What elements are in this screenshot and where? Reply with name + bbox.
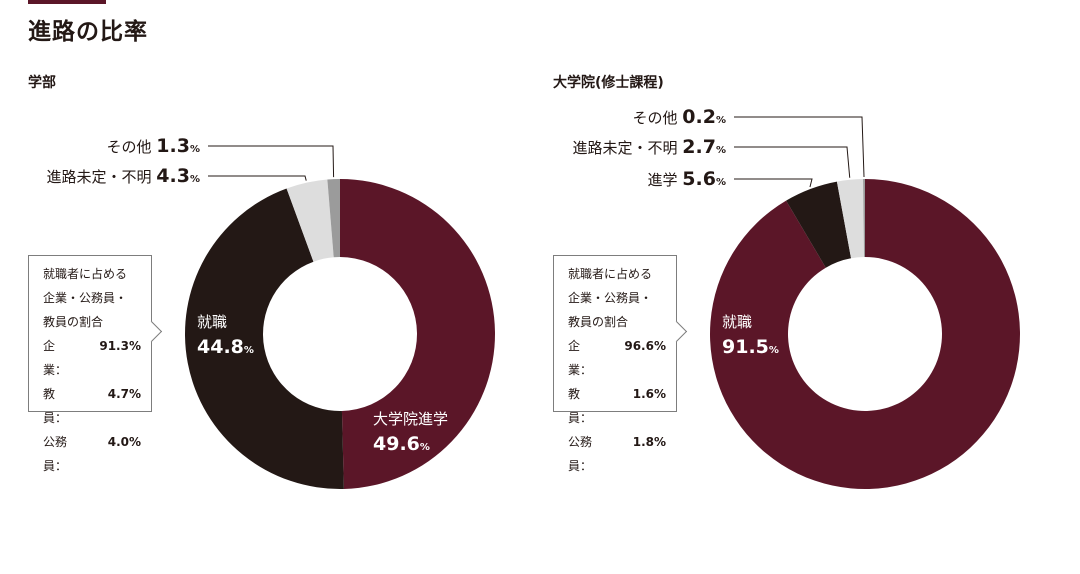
slice-label-gr-1: 進学 5.6% bbox=[648, 168, 726, 190]
page-title: 進路の比率 bbox=[28, 19, 148, 45]
breakdown-title-line: 教員の割合 bbox=[43, 315, 104, 329]
leader-line-ug-2 bbox=[208, 175, 307, 181]
leader-line-ug-3 bbox=[208, 145, 335, 178]
employment-breakdown-callout-graduate: 就職者に占める 企業・公務員・ 教員の割合 企 業： 96.6% 教 員： 1.6%… bbox=[553, 255, 677, 473]
slice-value-ug-1: 44.8% bbox=[197, 336, 254, 358]
breakdown-row-company: 企 業： 91.3% bbox=[43, 334, 151, 382]
breakdown-title-line: 企業・公務員・ bbox=[43, 291, 128, 305]
slice-label-gr-3: その他 0.2% bbox=[633, 106, 726, 128]
slice-name-ug-0: 大学院進学 bbox=[373, 410, 448, 428]
employment-breakdown-callout-undergraduate: 就職者に占める 企業・公務員・ 教員の割合 企 業： 91.3% 教 員： 4.7%… bbox=[28, 255, 152, 473]
slice-label-gr-2: 進路未定・不明 2.7% bbox=[573, 136, 726, 158]
breakdown-label: 公務員： bbox=[43, 435, 68, 473]
chart-title-undergraduate: 学部 bbox=[28, 75, 56, 91]
donut-slice-ug-2 bbox=[286, 179, 334, 262]
breakdown-row-company: 企 業： 96.6% bbox=[568, 334, 676, 382]
breakdown-label: 企 業： bbox=[43, 339, 68, 377]
donut-slice-ug-0 bbox=[340, 179, 495, 489]
breakdown-value: 4.7% bbox=[107, 387, 141, 401]
slice-value-ug-0: 49.6% bbox=[373, 433, 430, 455]
breakdown-value: 91.3% bbox=[99, 339, 141, 353]
slice-name-ug-1: 就職 bbox=[197, 313, 227, 331]
donut-slice-gr-1 bbox=[786, 181, 852, 268]
leader-line-gr-3 bbox=[734, 116, 865, 178]
breakdown-value: 4.0% bbox=[107, 435, 141, 449]
title-accent-bar bbox=[28, 0, 106, 4]
slice-name-gr-0: 就職 bbox=[722, 313, 752, 331]
breakdown-label: 教 員： bbox=[43, 387, 68, 425]
breakdown-label: 公務員： bbox=[568, 435, 593, 473]
breakdown-row-teacher: 教 員： 1.6% bbox=[568, 382, 676, 430]
breakdown-title-line: 就職者に占める bbox=[43, 267, 128, 281]
slice-value-gr-0: 91.5% bbox=[722, 336, 779, 358]
breakdown-value: 1.6% bbox=[632, 387, 666, 401]
donut-slice-gr-2 bbox=[836, 179, 865, 259]
breakdown-row-civil-servant: 公務員： 4.0% bbox=[43, 430, 151, 478]
donut-slice-ug-3 bbox=[327, 179, 340, 258]
slice-label-ug-2: 進路未定・不明 4.3% bbox=[47, 165, 200, 187]
breakdown-value: 1.8% bbox=[632, 435, 666, 449]
chart-title-graduate: 大学院(修士課程) bbox=[553, 75, 664, 91]
breakdown-label: 企 業： bbox=[568, 339, 593, 377]
slice-label-ug-3: その他 1.3% bbox=[107, 135, 200, 157]
donut-slice-gr-0 bbox=[709, 179, 1020, 489]
breakdown-title-line: 教員の割合 bbox=[568, 315, 629, 329]
breakdown-title-line: 就職者に占める bbox=[568, 267, 653, 281]
breakdown-row-civil-servant: 公務員： 1.8% bbox=[568, 430, 676, 478]
donut-slice-gr-3 bbox=[863, 179, 865, 258]
breakdown-title-line: 企業・公務員・ bbox=[568, 291, 653, 305]
leader-line-gr-1 bbox=[734, 178, 813, 188]
breakdown-row-teacher: 教 員： 4.7% bbox=[43, 382, 151, 430]
donut-slice-ug-1 bbox=[184, 188, 344, 489]
breakdown-label: 教 員： bbox=[568, 387, 593, 425]
breakdown-value: 96.6% bbox=[624, 339, 666, 353]
leader-line-gr-2 bbox=[734, 146, 851, 178]
